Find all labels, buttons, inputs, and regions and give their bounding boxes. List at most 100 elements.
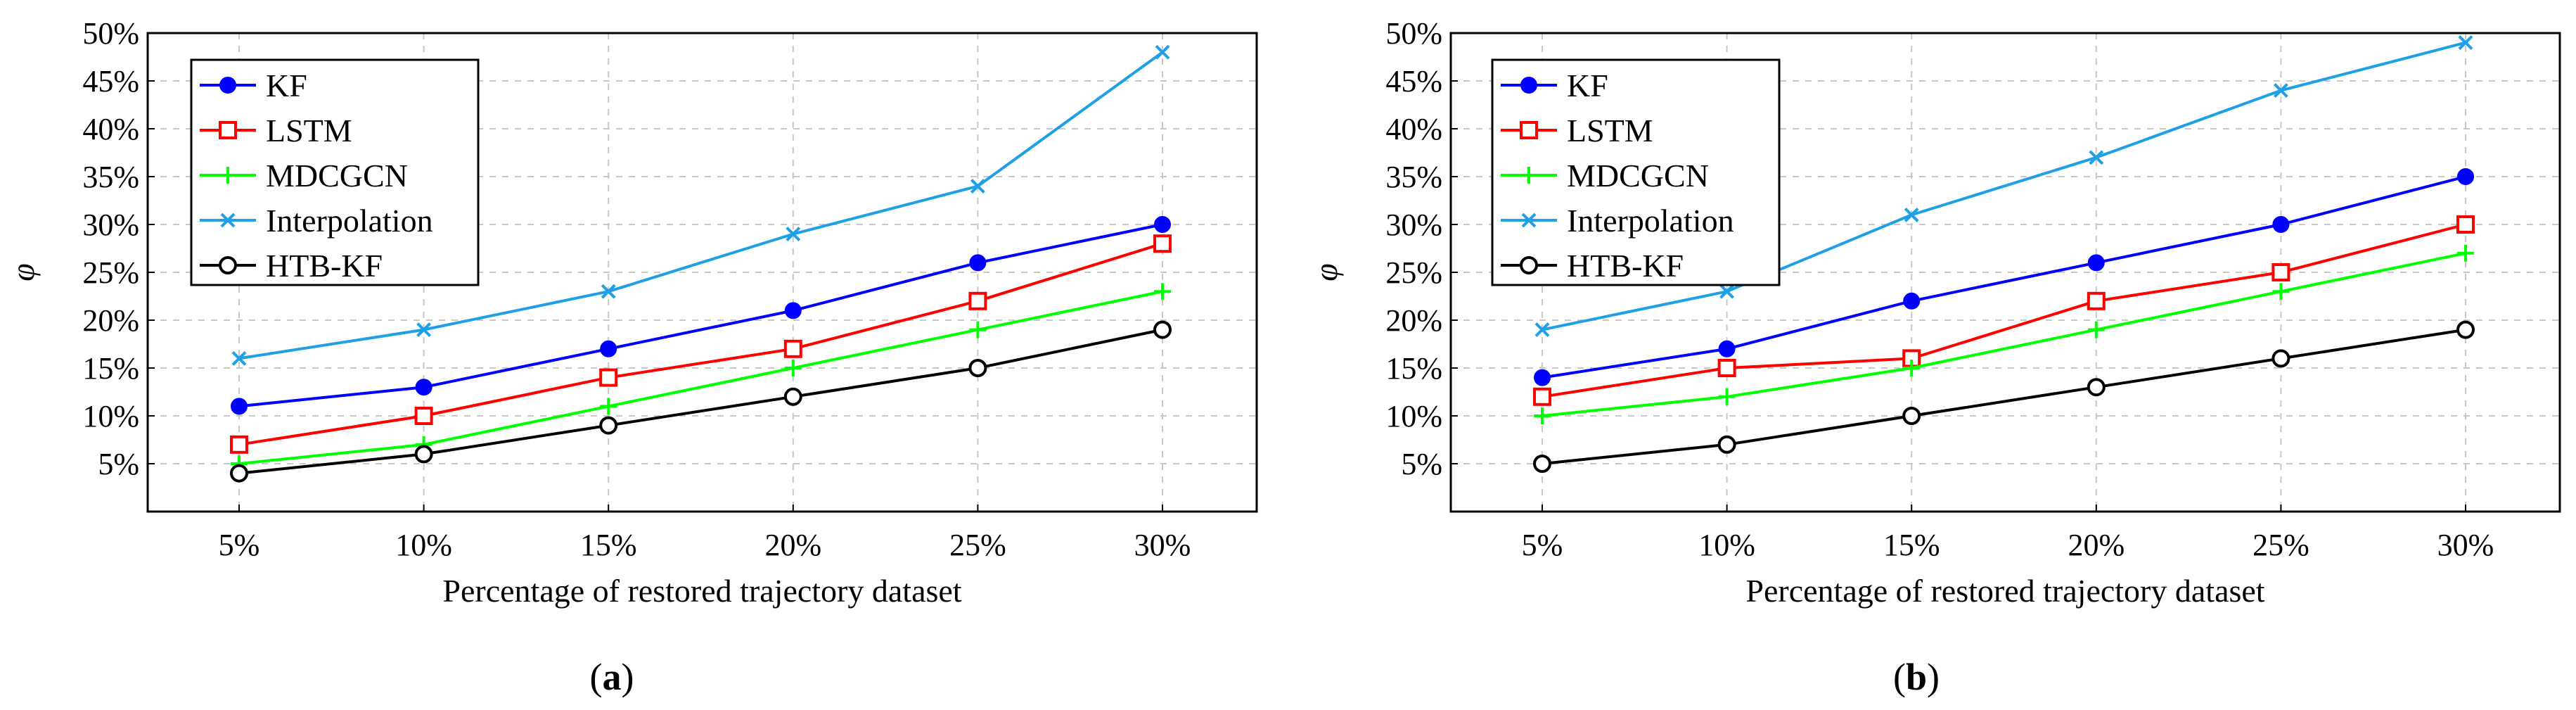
x-axis-title: Percentage of restored trajectory datase… bbox=[442, 573, 961, 609]
series-mdcgcn-line bbox=[238, 290, 1163, 465]
series-lstm-line bbox=[1542, 223, 2466, 398]
y-tick-label: 30% bbox=[1385, 208, 1442, 242]
series-kf-point bbox=[1718, 340, 1736, 357]
y-tick-label: 25% bbox=[82, 255, 139, 290]
series-lstm-point bbox=[414, 407, 433, 425]
series-mdcgcn-point bbox=[1903, 360, 1921, 376]
y-tick-label: 15% bbox=[82, 351, 139, 386]
x-tick-label: 25% bbox=[949, 528, 1006, 562]
series-interpolation-point bbox=[2273, 83, 2288, 99]
series-interpolation bbox=[1534, 35, 2473, 338]
x-tick-label: 10% bbox=[1698, 528, 1755, 562]
series-htb-kf-point bbox=[1717, 435, 1736, 454]
x-tick-label: 30% bbox=[2437, 528, 2494, 562]
series-htb-kf bbox=[1533, 320, 2475, 473]
legend-entry-interpolation-marker bbox=[1521, 213, 1537, 228]
series-htb-kf-line bbox=[238, 328, 1163, 475]
y-axis-title: φ bbox=[5, 263, 41, 281]
series-lstm-point bbox=[2087, 291, 2106, 310]
series-lstm-point bbox=[2456, 215, 2475, 234]
series-lstm bbox=[1533, 215, 2475, 406]
legend-entry-lstm: LSTM bbox=[200, 113, 352, 148]
x-tick-label: 20% bbox=[2068, 528, 2125, 562]
legend-entry-kf-marker bbox=[1520, 77, 1537, 94]
series-lstm-point bbox=[968, 291, 987, 310]
series-interpolation-point bbox=[231, 350, 247, 366]
y-tick-label: 45% bbox=[82, 64, 139, 99]
legend-entry-lstm-label: LSTM bbox=[266, 113, 352, 148]
legend-entry-lstm: LSTM bbox=[1501, 113, 1653, 148]
y-tick-label: 15% bbox=[1385, 351, 1442, 386]
series-mdcgcn bbox=[1534, 244, 2474, 424]
series-htb-kf-point bbox=[2456, 320, 2475, 339]
series-htb-kf-point bbox=[414, 445, 433, 464]
legend-entry-htb-kf-label: HTB-KF bbox=[266, 248, 383, 284]
series-mdcgcn-point bbox=[1534, 407, 1551, 424]
series-htb-kf-point bbox=[1153, 320, 1172, 339]
series-interpolation-line bbox=[238, 51, 1164, 360]
legend-entry-htb-kf-marker bbox=[1520, 256, 1538, 274]
series-kf-line bbox=[238, 223, 1163, 408]
series-mdcgcn-point bbox=[2272, 283, 2290, 300]
series-kf-point bbox=[784, 302, 802, 319]
y-tick-label: 5% bbox=[1401, 447, 1442, 481]
series-htb-kf-point bbox=[2271, 349, 2290, 368]
series-mdcgcn-point bbox=[1718, 388, 1736, 405]
y-tick-label: 35% bbox=[1385, 160, 1442, 194]
series-interpolation-point bbox=[2089, 150, 2104, 165]
legend-entry-lstm-marker bbox=[1520, 121, 1538, 139]
series-htb-kf-line bbox=[1542, 328, 2466, 465]
series-kf-point bbox=[1534, 369, 1551, 386]
legend-entry-kf-label: KF bbox=[1567, 68, 1608, 103]
y-tick-label: 10% bbox=[1385, 399, 1442, 433]
legend-entry-mdcgcn-marker bbox=[1520, 167, 1537, 184]
y-tick-label: 30% bbox=[82, 208, 139, 242]
panel-label: (b) bbox=[1893, 656, 1940, 698]
series-htb-kf-point bbox=[2087, 378, 2106, 397]
series-lstm-point bbox=[1533, 387, 1551, 406]
legend-entry-mdcgcn-label: MDCGCN bbox=[1567, 158, 1709, 194]
x-tick-label: 25% bbox=[2253, 528, 2309, 562]
series-interpolation-point bbox=[786, 227, 801, 242]
legend-entry-interpolation-label: Interpolation bbox=[266, 203, 433, 239]
legend-entry-mdcgcn: MDCGCN bbox=[200, 158, 408, 194]
series-kf-point bbox=[2457, 168, 2474, 185]
series-lstm bbox=[230, 234, 1172, 454]
x-tick-label: 20% bbox=[764, 528, 821, 562]
series-lstm-point bbox=[1153, 234, 1172, 253]
series-htb-kf-point bbox=[968, 359, 987, 377]
y-tick-label: 10% bbox=[82, 399, 139, 433]
series-lstm-point bbox=[230, 435, 248, 454]
series-kf-point bbox=[1903, 292, 1921, 310]
series-lstm-point bbox=[1717, 359, 1736, 377]
series-interpolation-line bbox=[1542, 41, 2466, 331]
series-htb-kf-point bbox=[1533, 455, 1551, 473]
series-lstm-point bbox=[2271, 263, 2290, 281]
series-kf-point bbox=[2087, 254, 2105, 272]
y-tick-label: 45% bbox=[1385, 64, 1442, 99]
legend-entry-mdcgcn-marker bbox=[219, 167, 236, 184]
x-tick-label: 15% bbox=[580, 528, 637, 562]
plot-frame bbox=[1449, 32, 2561, 513]
series-htb-kf-point bbox=[783, 387, 802, 406]
series-lstm-point bbox=[599, 368, 618, 387]
series-interpolation-point bbox=[416, 322, 432, 338]
series-kf-point bbox=[600, 340, 617, 357]
y-tick-label: 35% bbox=[82, 160, 139, 194]
legend-box bbox=[190, 58, 480, 286]
series-mdcgcn-point bbox=[2457, 244, 2474, 262]
series-mdcgcn-point bbox=[784, 360, 802, 376]
series-kf-point bbox=[415, 379, 432, 396]
y-tick-label: 50% bbox=[82, 16, 139, 51]
x-tick-label: 5% bbox=[1522, 528, 1563, 562]
legend-entry-htb-kf: HTB-KF bbox=[1501, 248, 1684, 284]
series-interpolation-point bbox=[1534, 322, 1550, 338]
legend-entry-interpolation-marker bbox=[220, 213, 236, 228]
x-axis-title: Percentage of restored trajectory datase… bbox=[1745, 573, 2264, 609]
legend-entry-mdcgcn-label: MDCGCN bbox=[266, 158, 408, 194]
plot-frame bbox=[146, 32, 1258, 513]
y-tick-label: 40% bbox=[82, 112, 139, 146]
x-tick-label: 5% bbox=[219, 528, 260, 562]
